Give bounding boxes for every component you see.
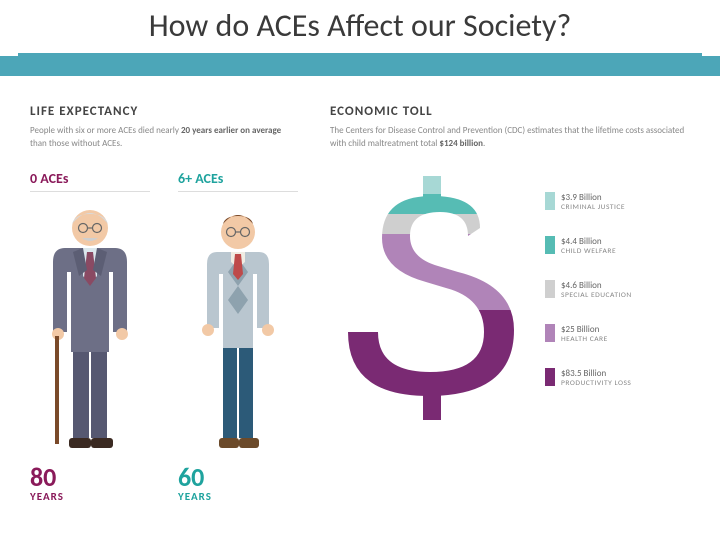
content-row: LIFE EXPECTANCY People with six or more … xyxy=(0,76,720,503)
legend-text: $4.4 BillionCHILD WELFARE xyxy=(561,236,616,256)
econ-desc-post: . xyxy=(483,138,485,149)
legend-text: $83.5 BillionPRODUCTIVITY LOSS xyxy=(561,368,631,388)
life-desc-post: than those without ACEs. xyxy=(30,138,122,149)
aces-label-6: 6+ ACEs xyxy=(178,170,298,192)
person-6plus-aces: 6+ ACEs xyxy=(178,170,298,503)
legend-amount: $3.9 Billion xyxy=(561,192,625,203)
legend-swatch xyxy=(545,368,555,386)
legend-amount: $4.6 Billion xyxy=(561,280,632,291)
dollar-segment xyxy=(330,214,535,234)
people-row: 0 ACEs xyxy=(30,170,298,503)
legend-item: $4.6 BillionSPECIAL EDUCATION xyxy=(545,280,690,300)
legend-label: CHILD WELFARE xyxy=(561,247,616,256)
econ-desc-pre: The Centers for Disease Control and Prev… xyxy=(330,125,684,149)
econ-desc-bold: $124 billion xyxy=(439,138,483,149)
header: How do ACEs Affect our Society? xyxy=(0,0,720,56)
legend-label: HEALTH CARE xyxy=(561,335,608,344)
legend-text: $25 BillionHEALTH CARE xyxy=(561,324,608,344)
life-desc-pre: People with six or more ACEs died nearly xyxy=(30,125,181,136)
dollar-segment xyxy=(330,234,535,310)
dollar-segment xyxy=(330,176,535,194)
legend-text: $4.6 BillionSPECIAL EDUCATION xyxy=(561,280,632,300)
header-band xyxy=(0,56,720,76)
economic-toll-panel: ECONOMIC TOLL The Centers for Disease Co… xyxy=(330,104,690,503)
life-description: People with six or more ACEs died nearly… xyxy=(30,125,298,150)
legend-swatch xyxy=(545,236,555,254)
years-80-num: 80 xyxy=(30,464,150,490)
years-80-word: YEARS xyxy=(30,490,150,503)
years-60-word: YEARS xyxy=(178,490,298,503)
econ-body: $3.9 BillionCRIMINAL JUSTICE $4.4 Billion… xyxy=(330,170,690,485)
years-80: 80 YEARS xyxy=(30,464,150,503)
young-man-icon xyxy=(183,202,293,452)
legend-text: $3.9 BillionCRIMINAL JUSTICE xyxy=(561,192,625,212)
aces-label-0: 0 ACEs xyxy=(30,170,150,192)
dollar-segment xyxy=(330,310,535,476)
life-desc-bold: 20 years earlier on average xyxy=(181,125,281,136)
legend-item: $83.5 BillionPRODUCTIVITY LOSS xyxy=(545,368,690,388)
person-0-aces: 0 ACEs xyxy=(30,170,150,503)
legend-label: SPECIAL EDUCATION xyxy=(561,291,632,300)
legend-item: $25 BillionHEALTH CARE xyxy=(545,324,690,344)
old-man-icon xyxy=(35,202,145,452)
legend-swatch xyxy=(545,280,555,298)
dollar-segment xyxy=(330,194,535,214)
legend-amount: $4.4 Billion xyxy=(561,236,616,247)
dollar-svg xyxy=(330,170,535,480)
years-60-num: 60 xyxy=(178,464,298,490)
legend-item: $3.9 BillionCRIMINAL JUSTICE xyxy=(545,192,690,212)
econ-legend: $3.9 BillionCRIMINAL JUSTICE $4.4 Billion… xyxy=(545,170,690,485)
life-expectancy-panel: LIFE EXPECTANCY People with six or more … xyxy=(30,104,298,503)
legend-item: $4.4 BillionCHILD WELFARE xyxy=(545,236,690,256)
life-heading: LIFE EXPECTANCY xyxy=(30,104,298,119)
legend-amount: $83.5 Billion xyxy=(561,368,631,379)
legend-swatch xyxy=(545,192,555,210)
years-60: 60 YEARS xyxy=(178,464,298,503)
legend-swatch xyxy=(545,324,555,342)
econ-description: The Centers for Disease Control and Prev… xyxy=(330,125,690,150)
dollar-chart xyxy=(330,170,535,485)
legend-label: CRIMINAL JUSTICE xyxy=(561,203,625,212)
legend-label: PRODUCTIVITY LOSS xyxy=(561,379,631,388)
page-title: How do ACEs Affect our Society? xyxy=(18,0,702,56)
legend-amount: $25 Billion xyxy=(561,324,608,335)
header-inner: How do ACEs Affect our Society? xyxy=(18,0,702,56)
econ-heading: ECONOMIC TOLL xyxy=(330,104,690,119)
